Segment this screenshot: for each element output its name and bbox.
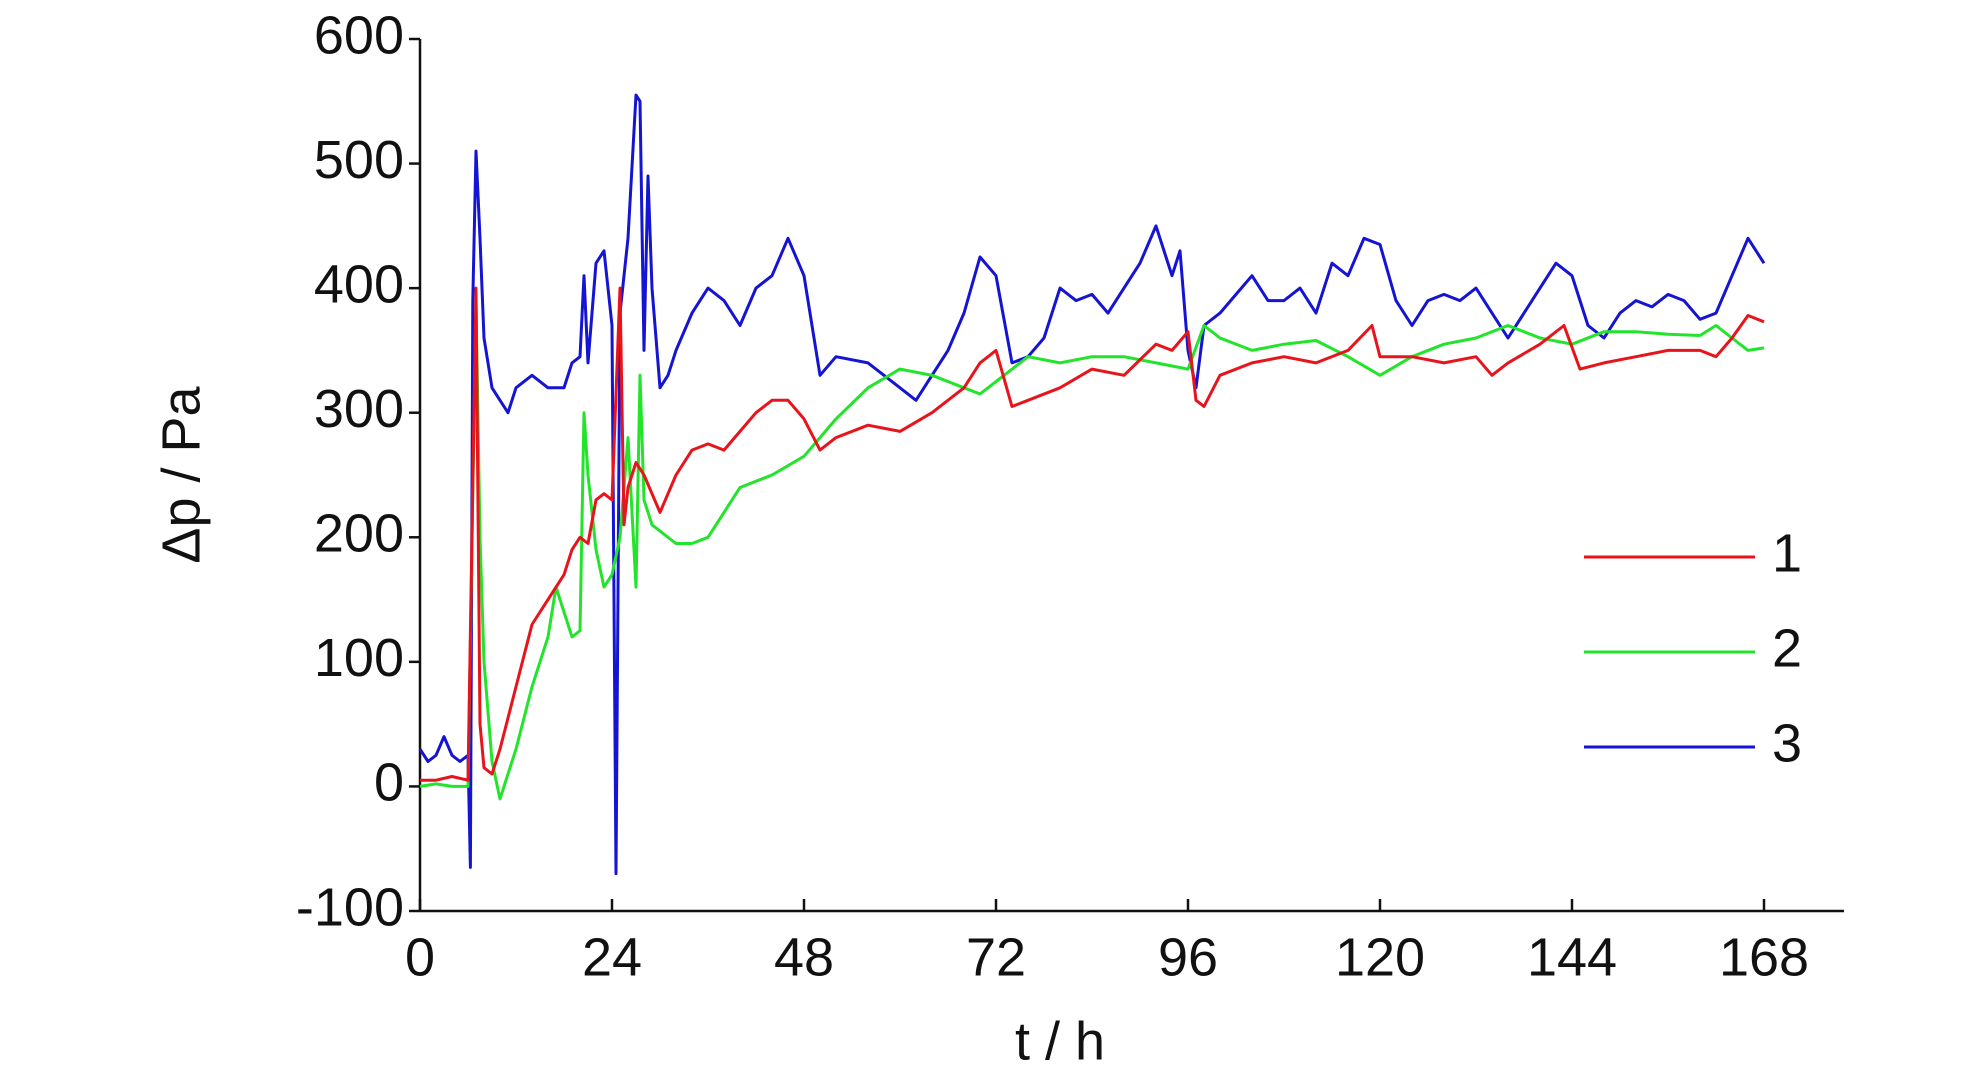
x-tick-label: 48 — [774, 927, 834, 987]
data-line — [418, 93, 1766, 876]
x-tick-label: 168 — [1719, 927, 1809, 987]
data-line — [419, 299, 1765, 801]
y-tick-label: 600 — [314, 5, 404, 65]
y-tick-label: 500 — [314, 130, 404, 190]
y-tick-label: 300 — [314, 379, 404, 439]
x-tick-label: 24 — [582, 927, 642, 987]
legend-label: 3 — [1772, 713, 1802, 773]
x-axis-label: t / h — [1015, 1011, 1105, 1071]
x-tick-label: 144 — [1527, 927, 1617, 987]
x-tick-label: 96 — [1158, 927, 1218, 987]
legend-label: 1 — [1772, 523, 1802, 583]
y-tick-label: 200 — [314, 504, 404, 564]
x-tick-label: 72 — [966, 927, 1026, 987]
y-axis-label: Δp / Pa — [151, 385, 211, 563]
data-line — [420, 286, 1765, 782]
legend-label: 2 — [1772, 618, 1802, 678]
x-tick-label: 120 — [1335, 927, 1425, 987]
y-tick-label: 0 — [374, 753, 404, 813]
y-tick-label: 400 — [314, 254, 404, 314]
y-tick-label: 100 — [314, 628, 404, 688]
y-tick-label: -100 — [296, 877, 404, 937]
x-tick-label: 0 — [405, 927, 435, 987]
